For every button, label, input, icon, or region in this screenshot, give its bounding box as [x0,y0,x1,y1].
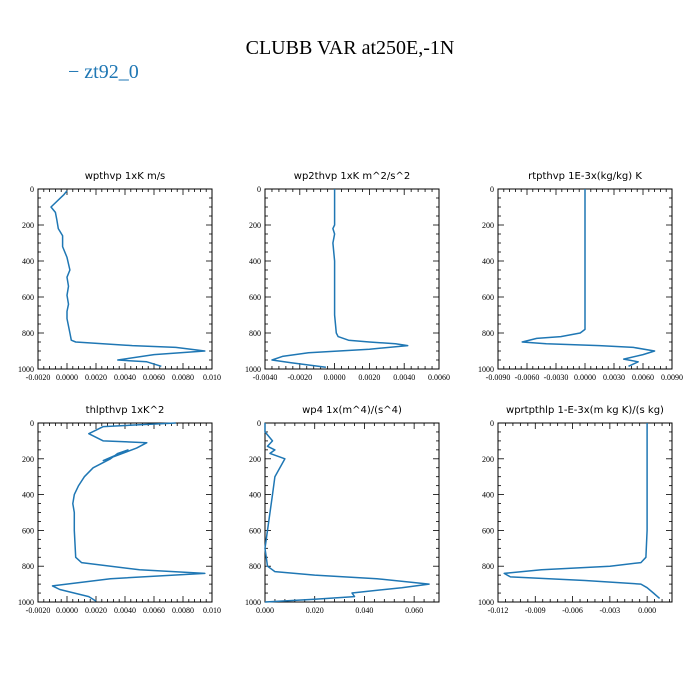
y-tick-label: 800 [482,562,494,571]
y-tick-label: 200 [249,455,261,464]
y-tick-label: 0 [257,185,261,194]
y-tick-label: 600 [249,526,261,535]
figure-title: CLUBB VAR at250E,-1N [246,37,455,59]
x-tick-label: 0.0000 [56,373,78,382]
y-tick-label: 200 [249,221,261,230]
series-line-zt92_0 [51,422,206,602]
x-tick-label: 0.060 [405,606,423,615]
x-tick-label: -0.0020 [26,606,51,615]
x-tick-label: -0.012 [488,606,509,615]
y-tick-label: 200 [22,455,34,464]
panel-title: wpthvp 1xK m/s [85,171,166,182]
x-tick-label: 0.0020 [358,373,380,382]
x-tick-label: 0.0040 [114,373,136,382]
y-tick-label: 1000 [478,365,494,374]
x-tick-label: -0.003 [600,606,621,615]
x-tick-label: 0.0060 [632,373,654,382]
x-tick-label: 0.0020 [85,373,107,382]
panel-title: thlpthvp 1xK^2 [86,405,165,416]
panel-4: thlpthvp 1xK^2 -0.0020 0.0000 0.0020 0.0040 0… [18,405,221,615]
panel-1: wpthvp 1xK m/s -0.0020 0.0000 0.0020 0.0040 0… [18,171,221,382]
y-tick-label: 400 [22,257,34,266]
y-tick-label: 800 [22,562,34,571]
legend-entry: − zt92_0 [68,61,139,83]
y-tick-label: 0 [30,419,34,428]
panels: wpthvp 1xK m/s-0.0020 0.0000 0.0020 0.0040 0… [18,171,683,615]
x-tick-label: 0.010 [203,606,221,615]
x-tick-label: 0.0000 [56,606,78,615]
y-tick-label: 200 [482,221,494,230]
y-tick-label: 0 [490,419,494,428]
panel-title: wp2thvp 1xK m^2/s^2 [294,171,410,182]
panel-title: wprtpthlp 1-E-3x(m kg K)/(s kg) [506,405,664,416]
panel-6: wprtpthlp 1-E-3x(m kg K)/(s kg) -0.012 -0.… [478,405,673,615]
x-tick-label: -0.0040 [253,373,278,382]
y-tick-label: 800 [482,329,494,338]
y-tick-label: 200 [22,221,34,230]
x-tick-label: 0.000 [256,606,274,615]
x-tick-label: -0.006 [562,606,583,615]
y-tick-label: 0 [257,419,261,428]
x-tick-label: 0.0080 [172,373,194,382]
series-line-zt92_0 [50,190,206,368]
x-tick-label: 0.0090 [661,373,683,382]
y-tick-label: 600 [22,293,34,302]
y-tick-label: 400 [249,257,261,266]
y-tick-label: 800 [22,329,34,338]
x-tick-label: -0.0020 [26,373,51,382]
x-tick-label: 0.0040 [393,373,415,382]
x-tick-label: 0.000 [638,606,656,615]
x-tick-label: 0.0080 [172,606,194,615]
plot-frame [264,188,440,370]
y-tick-label: 600 [482,293,494,302]
x-tick-label: 0.0060 [428,373,450,382]
x-tick-label: -0.0090 [486,373,511,382]
x-tick-label: -0.0030 [544,373,569,382]
series-line-zt92_0 [264,423,430,603]
y-tick-label: 0 [30,185,34,194]
y-tick-label: 400 [482,257,494,266]
series-line-zt92_0 [503,423,661,599]
plot-frame [264,422,440,603]
panel-2: wp2thvp 1xK m^2/s^2 -0.0040 -0.0020 0.0000 0… [245,171,450,382]
series-line-zt92_0 [521,189,656,367]
y-tick-label: 600 [22,526,34,535]
x-tick-label: 0.0060 [143,606,165,615]
x-tick-label: 0.020 [306,606,324,615]
y-tick-label: 1000 [478,598,494,607]
plot-frame [497,422,673,603]
x-tick-label: 0.0030 [603,373,625,382]
x-tick-label: 0.0060 [143,373,165,382]
plot-frame [37,188,213,370]
y-tick-label: 200 [482,455,494,464]
y-tick-label: 1000 [245,365,261,374]
y-tick-label: 1000 [18,598,34,607]
x-tick-label: 0.010 [203,373,221,382]
panel-5: wp4 1x(m^4)/(s^4) 0.000 0.020 0.040 0.060 0 20… [245,405,440,615]
x-tick-label: -0.0020 [287,373,312,382]
x-tick-label: 0.0020 [85,606,107,615]
y-tick-label: 800 [249,329,261,338]
y-tick-label: 0 [490,185,494,194]
x-tick-label: 0.0000 [324,373,346,382]
panel-3: rtpthvp 1E-3x(kg/kg) K -0.0090 -0.0060 -0.0… [478,171,683,382]
x-tick-label: 0.0000 [574,373,596,382]
x-tick-label: 0.0040 [114,606,136,615]
y-tick-label: 1000 [18,365,34,374]
y-tick-label: 800 [249,562,261,571]
y-tick-label: 400 [482,491,494,500]
y-tick-label: 1000 [245,598,261,607]
panel-title: wp4 1x(m^4)/(s^4) [302,405,402,416]
x-tick-label: -0.009 [525,606,546,615]
y-tick-label: 600 [482,526,494,535]
panel-title: rtpthvp 1E-3x(kg/kg) K [528,171,642,182]
x-tick-label: -0.0060 [515,373,540,382]
series-line-zt92_0 [271,189,409,368]
y-tick-label: 600 [249,293,261,302]
x-tick-label: 0.040 [355,606,373,615]
y-tick-label: 400 [22,491,34,500]
y-tick-label: 400 [249,491,261,500]
